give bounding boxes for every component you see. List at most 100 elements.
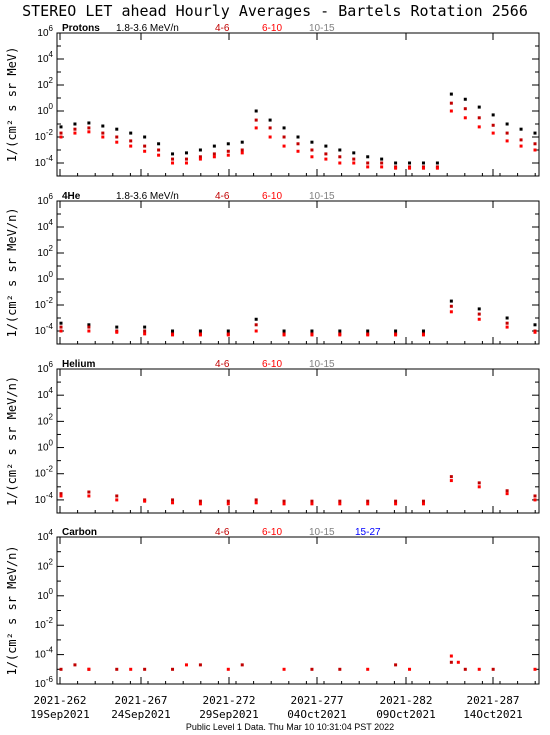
data-point xyxy=(115,494,119,498)
data-point xyxy=(226,329,230,333)
data-point xyxy=(59,321,63,325)
y-tick-label: 104 xyxy=(37,218,53,233)
x-tick-label-date: 24Sep2021 xyxy=(111,708,171,721)
data-point xyxy=(198,663,202,667)
legend-entry: 4-6 xyxy=(215,359,230,370)
data-point xyxy=(115,135,119,139)
legend-entry: 10-15 xyxy=(309,191,335,202)
data-point xyxy=(477,125,481,129)
data-point xyxy=(366,329,370,333)
data-point xyxy=(366,161,370,165)
panel-label: Helium xyxy=(62,359,95,370)
data-point xyxy=(310,499,314,503)
y-tick-label: 104 xyxy=(37,50,53,65)
data-point xyxy=(463,97,467,101)
data-point xyxy=(505,492,509,496)
y-axis-label: 1/(cm² s sr MeV/n) xyxy=(5,207,19,337)
data-point xyxy=(198,148,202,152)
legend-entry: 4-6 xyxy=(215,23,230,34)
y-tick-label: 104 xyxy=(37,386,53,401)
data-point xyxy=(477,481,481,485)
data-point xyxy=(198,333,202,337)
data-point xyxy=(198,329,202,333)
data-point xyxy=(59,325,63,329)
data-point xyxy=(533,667,537,671)
data-point xyxy=(408,667,412,671)
data-point xyxy=(463,667,467,671)
data-point xyxy=(143,144,147,148)
data-point xyxy=(73,663,77,667)
data-point xyxy=(212,144,216,148)
data-point xyxy=(394,333,398,337)
data-point xyxy=(198,502,202,506)
data-point xyxy=(449,101,453,105)
x-tick-label-doy: 2021-287 xyxy=(467,694,520,707)
plot-frame xyxy=(56,32,540,177)
data-point xyxy=(282,135,286,139)
data-point xyxy=(338,333,342,337)
data-point xyxy=(212,155,216,159)
y-tick-label: 102 xyxy=(37,557,53,572)
data-point xyxy=(491,131,495,135)
data-point xyxy=(282,502,286,506)
data-point xyxy=(254,498,258,502)
data-point xyxy=(157,153,161,157)
panel-label: 4He xyxy=(62,191,81,202)
data-point xyxy=(143,149,147,153)
data-point xyxy=(408,166,412,170)
data-point xyxy=(394,329,398,333)
y-tick-label: 102 xyxy=(37,244,53,259)
data-point xyxy=(338,148,342,152)
data-point xyxy=(519,138,523,142)
data-point xyxy=(533,142,537,146)
data-point xyxy=(477,317,481,321)
data-point xyxy=(449,299,453,303)
legend-entry: 15-27 xyxy=(355,527,381,538)
data-point xyxy=(73,127,77,131)
data-point xyxy=(394,499,398,503)
data-point xyxy=(310,155,314,159)
data-point xyxy=(226,499,230,503)
legend-entry: 10-15 xyxy=(309,23,335,34)
data-point xyxy=(59,329,63,333)
data-point xyxy=(505,321,509,325)
data-point xyxy=(171,157,175,161)
data-point xyxy=(435,161,439,165)
y-tick-label: 102 xyxy=(37,76,53,91)
data-point xyxy=(171,498,175,502)
x-tick-label-doy: 2021-267 xyxy=(115,694,168,707)
y-tick-label: 10-4 xyxy=(35,646,54,661)
data-point xyxy=(115,498,119,502)
x-tick-label-doy: 2021-282 xyxy=(380,694,433,707)
data-point xyxy=(226,502,230,506)
data-point xyxy=(394,166,398,170)
chart-title: STEREO LET ahead Hourly Averages - Barte… xyxy=(22,2,528,20)
legend-entry: 4-6 xyxy=(215,527,230,538)
data-point xyxy=(477,116,481,120)
y-tick-label: 100 xyxy=(37,102,53,117)
data-point xyxy=(394,161,398,165)
data-point xyxy=(282,667,286,671)
data-point xyxy=(171,501,175,505)
data-point xyxy=(171,333,175,337)
y-tick-label: 10-2 xyxy=(35,128,54,143)
y-tick-label: 10-2 xyxy=(35,296,54,311)
y-tick-label: 102 xyxy=(37,412,53,427)
data-point xyxy=(101,135,105,139)
data-point xyxy=(254,118,258,122)
data-point xyxy=(352,161,356,165)
data-point xyxy=(87,130,91,134)
data-point xyxy=(421,499,425,503)
y-tick-label: 10-6 xyxy=(35,675,54,690)
legend-entry: 4-6 xyxy=(215,191,230,202)
data-point xyxy=(87,121,91,125)
data-point xyxy=(491,123,495,127)
footer-note: Public Level 1 Data. Thu Mar 10 10:31:04… xyxy=(186,722,394,732)
data-point xyxy=(491,113,495,117)
x-tick-label-doy: 2021-262 xyxy=(34,694,87,707)
data-point xyxy=(310,333,314,337)
y-axis-label: 1/(cm² s sr MeV/n) xyxy=(5,376,19,506)
data-point xyxy=(449,475,453,479)
data-point xyxy=(324,157,328,161)
data-point xyxy=(129,139,133,143)
